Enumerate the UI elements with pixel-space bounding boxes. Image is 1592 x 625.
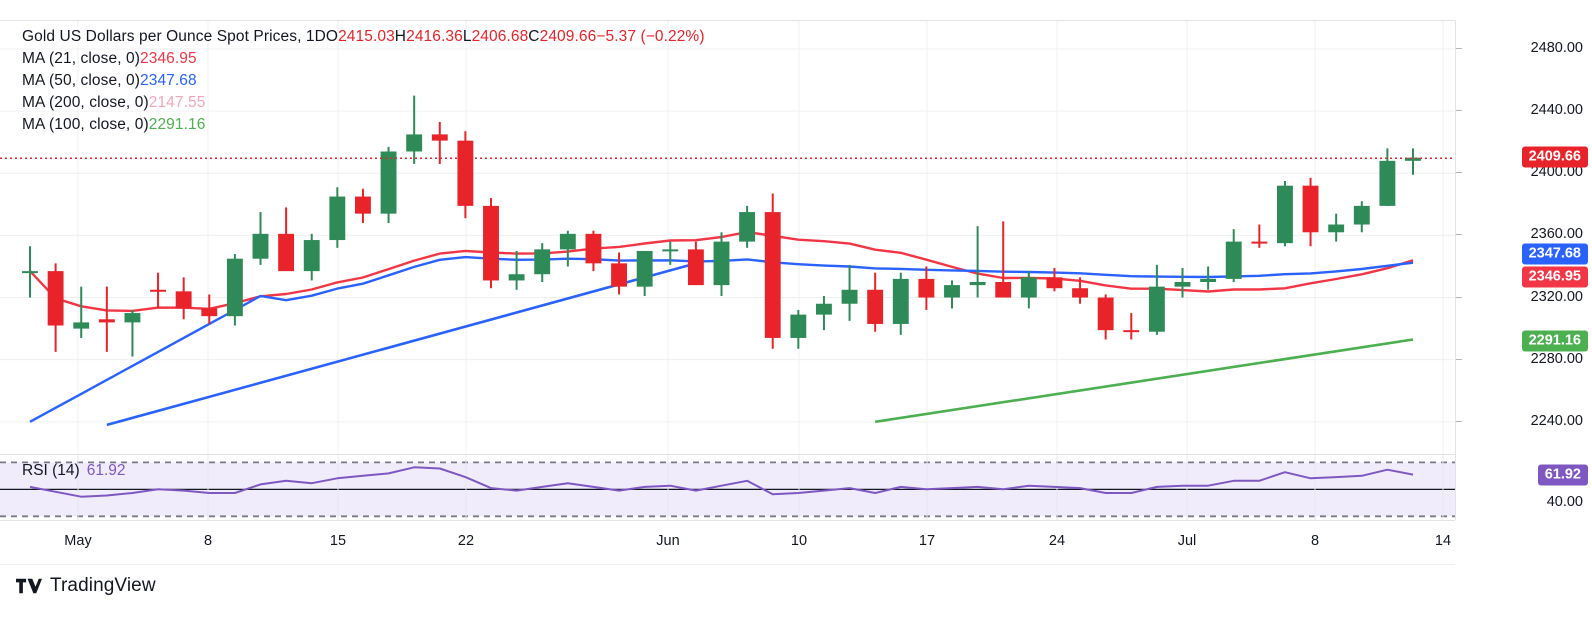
rsi-axis-tick: 40.00 — [1546, 493, 1583, 510]
ma200-label: MA (200, close, 0) — [22, 94, 149, 111]
last-price-badge[interactable]: 2409.66 — [1521, 146, 1588, 168]
ma100-value: 2291.16 — [148, 116, 206, 133]
ma50-badge[interactable]: 2347.68 — [1521, 243, 1588, 265]
price-axis-tick: 2240.00 — [1530, 412, 1583, 429]
price-tick-mark — [1456, 172, 1462, 174]
ma100-badge[interactable]: 2291.16 — [1521, 330, 1588, 352]
close-label: C — [528, 28, 540, 45]
legend-ma100-row[interactable]: MA (100, close, 0)2291.16 — [22, 114, 705, 136]
price-chart-pane[interactable] — [0, 20, 1455, 455]
rsi-legend[interactable]: RSI (14) 61.92 — [22, 462, 126, 480]
rsi-label: RSI (14) — [22, 462, 80, 479]
rsi-value: 61.92 — [86, 462, 126, 479]
tradingview-wordmark: TradingView — [50, 575, 156, 596]
price-axis-tick: 2480.00 — [1530, 39, 1583, 56]
price-axis-tick: 2400.00 — [1530, 164, 1583, 181]
legend-ma21-row[interactable]: MA (21, close, 0)2346.95 — [22, 48, 705, 70]
time-axis-tick: 17 — [918, 533, 936, 549]
time-axis[interactable]: May 8 15 22 Jun 10 17 24 Jul 8 14 — [0, 520, 1455, 565]
price-axis-tick: 2360.00 — [1530, 226, 1583, 243]
price-tick-mark — [1456, 234, 1462, 236]
legend-ma200-row[interactable]: MA (200, close, 0)2147.55 — [22, 92, 705, 114]
price-axis-tick: 2280.00 — [1530, 350, 1583, 367]
time-axis-tick: 24 — [1048, 533, 1066, 549]
chart-legend: Gold US Dollars per Ounce Spot Prices, 1… — [22, 26, 705, 136]
symbol-title: Gold US Dollars per Ounce Spot Prices, 1… — [22, 28, 326, 45]
time-axis-tick: 14 — [1434, 533, 1452, 549]
rsi-plot — [0, 455, 1455, 520]
rsi-pane[interactable] — [0, 455, 1455, 520]
price-tick-mark — [1456, 110, 1462, 112]
ma50-value: 2347.68 — [140, 72, 197, 89]
price-tick-mark — [1456, 358, 1462, 360]
ma21-badge[interactable]: 2346.95 — [1521, 266, 1588, 288]
time-axis-tick: 22 — [457, 533, 475, 549]
time-axis-tick: 10 — [790, 533, 808, 549]
price-axis[interactable]: 2480.00 2440.00 2400.00 2360.00 2320.00 2280.… — [1455, 20, 1592, 520]
price-tick-mark — [1456, 420, 1462, 422]
legend-symbol-row[interactable]: Gold US Dollars per Ounce Spot Prices, 1… — [22, 26, 705, 48]
open-label: O — [325, 28, 339, 45]
high-value: 2416.36 — [406, 28, 463, 45]
ma50-label: MA (50, close, 0) — [22, 72, 140, 89]
time-axis-tick: 8 — [203, 533, 213, 549]
price-plot — [0, 21, 1455, 454]
price-tick-mark — [1456, 47, 1462, 49]
low-label: L — [462, 28, 472, 45]
legend-ma50-row[interactable]: MA (50, close, 0)2347.68 — [22, 70, 705, 92]
ma200-value: 2147.55 — [148, 94, 206, 111]
low-value: 2406.68 — [471, 28, 529, 45]
time-axis-tick: Jun — [656, 533, 680, 549]
price-axis-tick: 2440.00 — [1530, 102, 1583, 119]
tradingview-mark-icon — [16, 577, 42, 595]
open-value: 2415.03 — [338, 28, 395, 45]
time-axis-tick: Jul — [1177, 533, 1197, 549]
time-axis-tick: May — [64, 533, 92, 549]
tradingview-logo[interactable]: TradingView — [16, 575, 156, 597]
high-label: H — [394, 28, 407, 45]
price-tick-mark — [1456, 296, 1462, 298]
time-axis-tick: 15 — [329, 533, 347, 549]
close-value: 2409.66 — [539, 28, 597, 45]
ma21-value: 2346.95 — [140, 50, 197, 67]
price-axis-tick: 2320.00 — [1530, 288, 1583, 305]
time-axis-tick: 8 — [1310, 533, 1320, 549]
ma100-label: MA (100, close, 0) — [22, 116, 149, 133]
change-value: −5.37 (−0.22%) — [596, 28, 705, 45]
rsi-badge[interactable]: 61.92 — [1537, 464, 1588, 486]
ma21-label: MA (21, close, 0) — [22, 50, 140, 67]
